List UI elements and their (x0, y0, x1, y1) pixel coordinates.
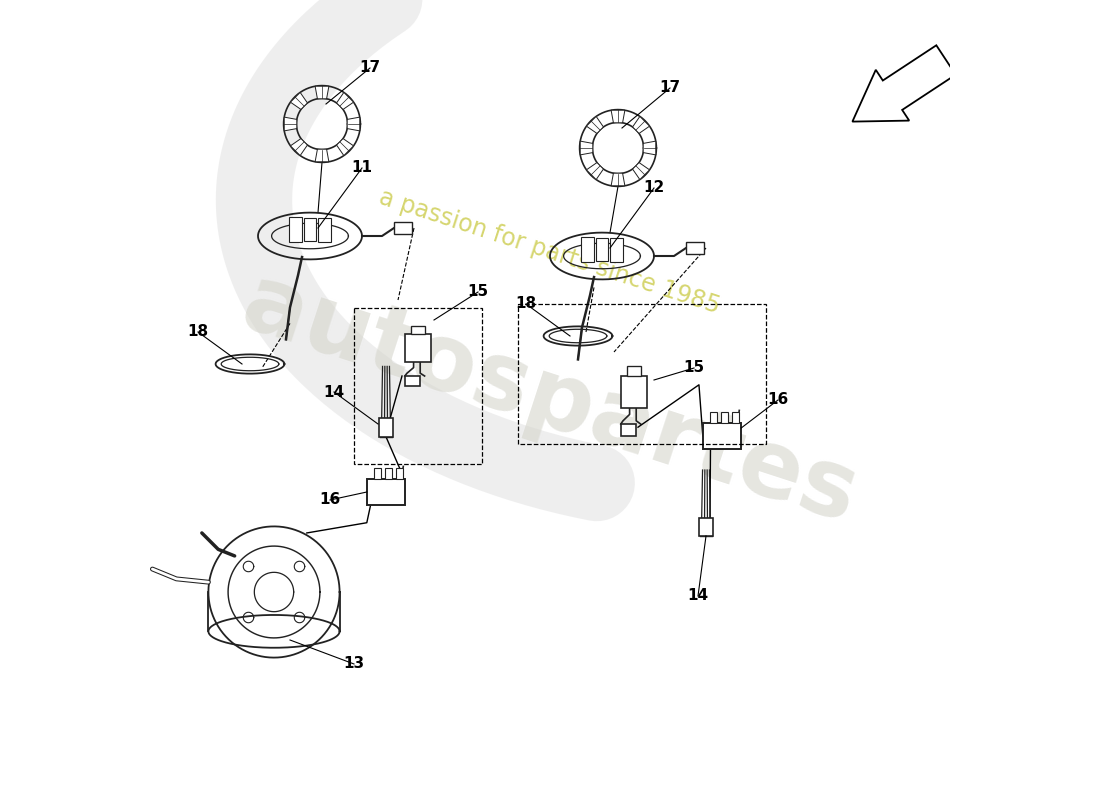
Text: 16: 16 (768, 393, 789, 407)
Bar (581, 237, 594, 262)
Bar (686, 242, 704, 254)
Polygon shape (612, 173, 625, 186)
Bar (610, 238, 623, 262)
Polygon shape (632, 117, 650, 134)
Text: 14: 14 (688, 589, 708, 603)
Polygon shape (337, 138, 353, 155)
Bar (722, 412, 728, 423)
Polygon shape (586, 162, 604, 179)
Text: 14: 14 (323, 385, 344, 399)
Bar (366, 479, 405, 505)
Polygon shape (612, 110, 625, 123)
Text: 15: 15 (683, 361, 705, 375)
Polygon shape (586, 117, 604, 134)
Bar (698, 518, 713, 536)
Bar (385, 468, 392, 479)
Text: 18: 18 (516, 297, 537, 311)
Bar (289, 217, 302, 242)
Bar (378, 418, 393, 437)
Bar (732, 412, 739, 423)
Bar (374, 468, 382, 479)
Bar (627, 366, 640, 376)
Polygon shape (337, 93, 353, 110)
Text: 18: 18 (187, 325, 209, 339)
Bar (318, 218, 331, 242)
Polygon shape (315, 149, 329, 162)
Text: 15: 15 (468, 285, 488, 299)
Text: 11: 11 (352, 161, 373, 175)
Bar (304, 218, 317, 241)
Bar (518, 304, 766, 444)
Text: 13: 13 (343, 657, 364, 671)
Bar (396, 468, 403, 479)
Bar (711, 412, 717, 423)
Text: a passion for parts since 1985: a passion for parts since 1985 (376, 186, 724, 318)
Text: autospartes: autospartes (231, 258, 869, 542)
Text: 17: 17 (659, 81, 681, 95)
Bar (620, 424, 636, 435)
Bar (620, 376, 647, 408)
Polygon shape (290, 93, 307, 110)
Bar (354, 308, 482, 464)
Polygon shape (632, 162, 650, 179)
Polygon shape (284, 117, 297, 131)
Bar (394, 222, 411, 234)
Text: 12: 12 (644, 181, 664, 195)
Bar (595, 238, 608, 261)
Polygon shape (348, 117, 360, 131)
Polygon shape (580, 141, 593, 155)
Text: 16: 16 (319, 493, 341, 507)
Polygon shape (315, 86, 329, 99)
Polygon shape (644, 141, 656, 155)
Polygon shape (290, 138, 307, 155)
Bar (411, 326, 425, 334)
Bar (405, 376, 420, 386)
Bar (703, 423, 741, 449)
Bar (405, 334, 431, 362)
Text: 17: 17 (360, 61, 381, 75)
